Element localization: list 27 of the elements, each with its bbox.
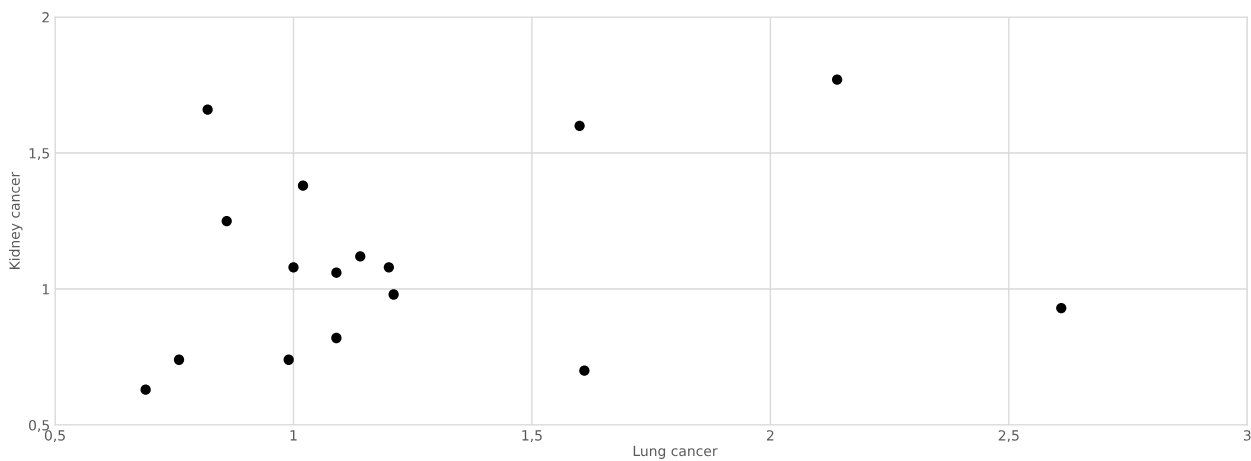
point (1056, 302, 1067, 314)
point (288, 262, 299, 273)
point (140, 384, 151, 395)
point (173, 354, 185, 365)
point (383, 262, 395, 273)
x-tick-label: 2 (766, 430, 774, 441)
point (221, 215, 232, 227)
y-tick-label: 1,5 (29, 148, 49, 160)
point (297, 180, 309, 191)
point (574, 120, 585, 131)
point (388, 289, 399, 300)
point (202, 104, 213, 115)
point (331, 267, 342, 278)
y-tick-label: 2 (42, 12, 49, 23)
y-tick-label: 0,5 (29, 420, 49, 432)
point (355, 251, 366, 262)
x-tick-label: 1,5 (522, 430, 542, 443)
x-tick-label: 3 (1243, 430, 1251, 441)
point (283, 354, 294, 365)
point (579, 365, 590, 376)
x-axis-title: Lung cancer (633, 445, 718, 459)
point (331, 332, 342, 344)
x-tick-label: 2,5 (998, 430, 1019, 443)
x-tick-label: 1 (290, 430, 297, 441)
y-tick-label: 1 (42, 284, 49, 295)
point (831, 74, 843, 85)
y-axis-title: Kidney cancer (9, 171, 23, 269)
